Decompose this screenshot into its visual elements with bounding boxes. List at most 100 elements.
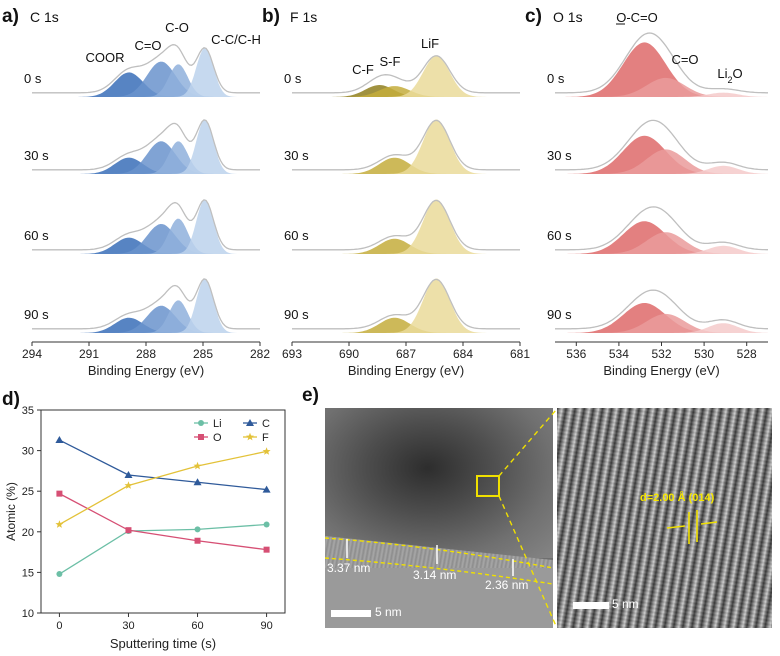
xps-tick-label: 681 <box>510 347 530 361</box>
y-tick-label: 15 <box>22 567 34 579</box>
xps-tick-label: 687 <box>396 347 416 361</box>
xps-panel-letter: a) <box>2 6 19 27</box>
xps-component-li2o <box>555 245 768 254</box>
sputter-time-label: 30 s <box>547 148 572 163</box>
scale-bar-left <box>331 610 371 617</box>
series-line <box>59 450 267 526</box>
xps-axis-label: Binding Energy (eV) <box>348 363 464 378</box>
xps-envelope <box>292 278 520 330</box>
xps-component-s-f <box>292 238 520 254</box>
tem-annotations <box>325 475 553 585</box>
tem-overview-image: 3.37 nm 3.14 nm 2.36 nm 5 nm <box>325 408 553 628</box>
xps-tick-label: 684 <box>453 347 473 361</box>
data-point <box>262 485 271 493</box>
xps-tick-label: 291 <box>79 347 99 361</box>
legend-marker <box>246 432 254 441</box>
xps-component-li2o <box>555 165 768 174</box>
xps-tick-label: 536 <box>566 347 586 361</box>
scale-bar-right <box>573 602 609 609</box>
data-point <box>194 526 201 533</box>
xps-component-c-c-c-h <box>32 199 260 254</box>
x-tick-label: 30 <box>122 620 134 632</box>
hrtem-noise-overlay <box>557 408 772 628</box>
data-point <box>55 436 64 444</box>
xps-peak-label: COOR <box>86 50 125 65</box>
xps-panel-title: O 1s <box>553 9 583 25</box>
xps-peak-label: S-F <box>380 54 401 69</box>
xps-component-s-f <box>292 86 520 97</box>
xps-component-c-o <box>32 224 260 254</box>
xps-envelope <box>32 199 260 251</box>
xps-peak-label: C-C/C-H <box>211 32 261 47</box>
xps-envelope <box>292 55 520 94</box>
y-tick-label: 30 <box>22 446 34 458</box>
atomic-percent-chart: d) 10 15 20 25 30 35 0 30 60 90 Sputtering time (s)… <box>2 389 286 651</box>
data-point <box>124 470 133 478</box>
xps-component-o-c-o <box>555 42 768 97</box>
xps-tick-label: 294 <box>22 347 42 361</box>
sputter-time-label: 60 s <box>284 228 309 243</box>
xps-tick-label: 530 <box>694 347 714 361</box>
data-point <box>55 520 64 528</box>
xps-component-c-o <box>555 232 768 254</box>
xps-envelope <box>292 119 520 171</box>
sputter-time-label: 30 s <box>284 148 309 163</box>
series-o <box>56 490 270 553</box>
data-point <box>56 490 63 497</box>
xps-envelope <box>555 289 768 330</box>
x-tick-label: 0 <box>56 620 62 632</box>
xps-panels: a) C 1s 294 291 288 285 282 Binding Energy (eV)… <box>2 6 768 378</box>
xps-panel-letter: c) <box>525 6 542 27</box>
y-tick-label: 25 <box>22 486 34 498</box>
xps-envelope <box>292 199 520 251</box>
xps-tick-label: 690 <box>339 347 359 361</box>
tem-hrtem-image: d=2.00 Å (014) 5 nm <box>557 408 772 628</box>
xps-peak-label: LiF <box>421 36 439 51</box>
data-point <box>193 461 202 470</box>
xps-envelope <box>32 119 260 171</box>
thickness-label-3: 2.36 nm <box>485 578 529 592</box>
sputter-time-label: 60 s <box>24 228 49 243</box>
data-point <box>263 521 270 528</box>
lattice-annotation <box>666 510 718 544</box>
legend-label: O <box>213 432 222 444</box>
legend-label: C <box>262 418 270 430</box>
sputter-time-label: 0 s <box>284 71 302 86</box>
y-tick-label: 20 <box>22 527 34 539</box>
legend-marker <box>246 419 254 426</box>
xps-tick-label: 288 <box>136 347 156 361</box>
chart-frame <box>40 409 286 614</box>
xps-peak-label-tail: O <box>733 66 743 81</box>
data-point <box>263 546 270 553</box>
xps-component-c-o <box>32 141 260 174</box>
xps-component-c-c-c-h <box>32 119 260 174</box>
xps-component-li2o <box>555 92 768 97</box>
xps-component-s-f <box>292 157 520 174</box>
xps-envelope <box>555 32 768 94</box>
series-li <box>56 521 270 578</box>
xps-component-li2o <box>555 323 768 333</box>
data-point <box>262 447 271 455</box>
thickness-label-2: 3.14 nm <box>413 568 457 582</box>
xps-axis-label: Binding Energy (eV) <box>603 363 719 378</box>
sputter-time-label: 90 s <box>547 307 572 322</box>
lattice-arrow-left <box>666 525 686 529</box>
xps-tick-label: 285 <box>193 347 213 361</box>
xps-peak-label: Li2O <box>717 66 742 85</box>
data-point <box>125 527 132 534</box>
xps-component-c-o <box>32 61 260 97</box>
legend-label: Li <box>213 418 222 430</box>
xps-component-c-c-c-h <box>32 48 260 97</box>
data-point <box>124 481 133 489</box>
x-tick-label: 90 <box>260 620 272 632</box>
data-point <box>194 537 201 544</box>
xps-panel-title: F 1s <box>290 9 317 25</box>
lattice-arrow-right <box>700 521 718 525</box>
legend-marker <box>198 434 204 440</box>
xps-peak-label: C-O <box>165 20 189 35</box>
legend-marker <box>198 420 204 426</box>
sputter-time-label: 90 s <box>284 307 309 322</box>
xps-panel-0: a) C 1s 294 291 288 285 282 Binding Energy (eV)… <box>2 6 270 378</box>
xps-component-c-o <box>555 313 768 333</box>
xps-component-c-c-c-h <box>32 278 260 333</box>
